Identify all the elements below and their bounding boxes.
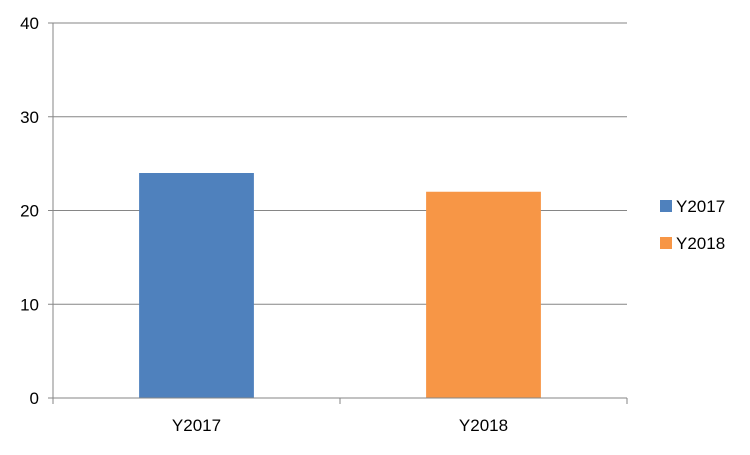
legend-swatch <box>660 200 672 212</box>
y-tick-label: 40 <box>20 14 39 33</box>
y-tick-label: 10 <box>20 295 39 314</box>
legend-label: Y2017 <box>676 197 725 216</box>
x-tick-label: Y2017 <box>172 416 221 435</box>
axes <box>48 22 628 404</box>
y-tick-label: 0 <box>30 389 39 408</box>
x-tick-labels: Y2017 Y2018 <box>172 416 508 435</box>
bars <box>139 173 541 398</box>
legend: Y2017 Y2018 <box>660 197 725 253</box>
y-tick-label: 20 <box>20 202 39 221</box>
y-tick-label: 30 <box>20 108 39 127</box>
legend-label: Y2018 <box>676 234 725 253</box>
bar-y2018 <box>426 191 541 398</box>
legend-swatch <box>660 237 672 249</box>
x-tick-label: Y2018 <box>459 416 508 435</box>
y-tick-labels: 0 10 20 30 40 <box>20 14 39 408</box>
bar-y2017 <box>139 173 254 398</box>
